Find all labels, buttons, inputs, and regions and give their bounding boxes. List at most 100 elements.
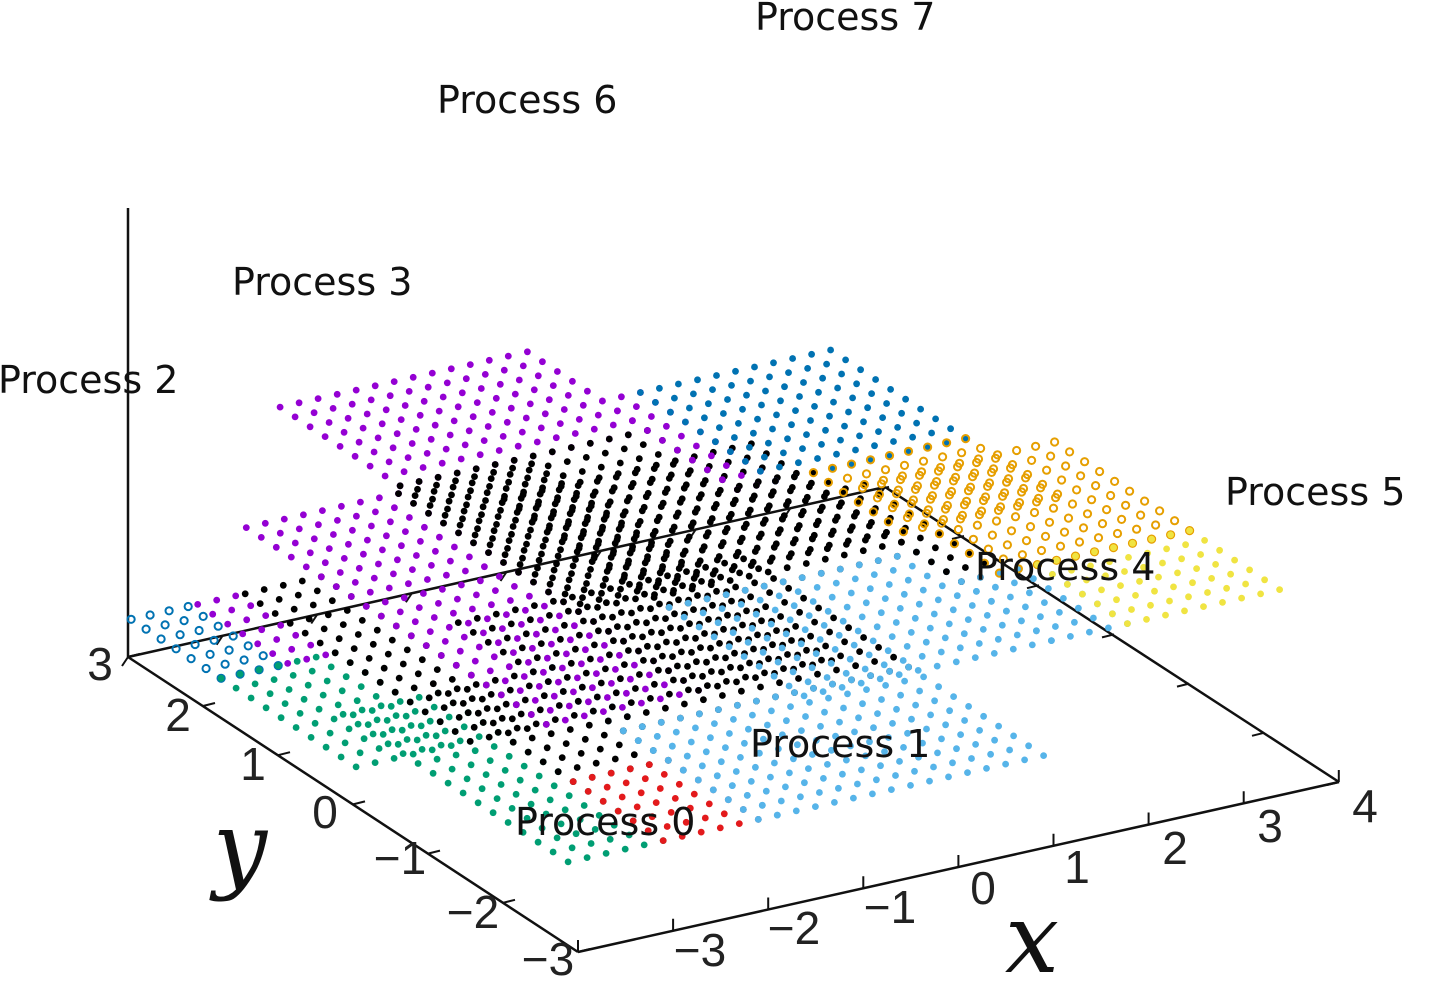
data-point <box>459 515 466 523</box>
data-point <box>407 632 415 640</box>
data-point <box>821 708 828 716</box>
data-point <box>340 428 348 436</box>
data-point <box>724 796 732 804</box>
data-point <box>884 647 892 655</box>
data-point <box>746 443 753 451</box>
data-point <box>435 600 442 607</box>
data-point <box>846 655 854 663</box>
data-point <box>405 388 413 395</box>
process-label: Process 2 <box>0 358 178 402</box>
data-point <box>782 630 790 638</box>
data-point <box>525 466 533 474</box>
data-point <box>770 543 778 551</box>
data-point <box>351 579 359 586</box>
data-point <box>886 452 893 459</box>
data-point <box>720 810 728 818</box>
data-point <box>755 663 763 670</box>
data-point <box>713 772 721 780</box>
data-point <box>881 532 888 540</box>
data-point <box>1041 599 1048 606</box>
data-point <box>623 497 631 505</box>
data-point <box>482 497 489 504</box>
y-tick-mark <box>577 948 591 953</box>
data-point <box>606 835 614 843</box>
data-point <box>385 458 393 466</box>
data-point <box>951 540 958 547</box>
data-point <box>641 775 649 783</box>
data-point <box>712 438 719 446</box>
data-point <box>608 487 616 495</box>
data-point <box>536 706 544 714</box>
data-point <box>437 741 445 749</box>
data-point <box>725 643 733 651</box>
data-point <box>559 688 567 695</box>
data-point <box>450 417 458 425</box>
data-point <box>505 663 513 671</box>
process-label: Process 6 <box>437 78 617 122</box>
data-point <box>766 558 774 565</box>
data-point <box>1201 537 1208 544</box>
data-point <box>675 565 683 572</box>
data-point <box>933 466 944 476</box>
data-point <box>812 650 820 657</box>
data-point <box>757 467 764 475</box>
data-point <box>463 775 471 783</box>
data-point <box>470 723 478 731</box>
data-point <box>734 701 741 709</box>
data-point <box>420 397 428 405</box>
data-point <box>316 639 324 647</box>
data-point <box>634 737 642 744</box>
data-point <box>636 671 643 678</box>
data-point <box>815 388 822 396</box>
data-point <box>957 731 964 738</box>
data-point <box>661 489 669 496</box>
data-point <box>983 481 993 491</box>
data-point <box>956 644 964 652</box>
data-point <box>546 612 553 619</box>
data-point <box>548 664 556 671</box>
data-point <box>444 779 452 787</box>
data-point <box>518 621 525 628</box>
data-point <box>565 702 573 710</box>
data-point <box>194 601 202 608</box>
data-point <box>527 711 535 718</box>
data-point <box>436 718 444 726</box>
data-point <box>1276 586 1283 593</box>
data-point <box>923 572 931 580</box>
data-point <box>729 500 737 508</box>
data-point <box>145 610 155 620</box>
data-point <box>774 529 782 537</box>
data-point <box>690 390 697 398</box>
data-point <box>1182 541 1189 549</box>
data-point <box>430 488 438 495</box>
data-point <box>965 703 972 710</box>
data-point <box>1147 534 1157 544</box>
data-point <box>480 437 488 444</box>
data-point <box>527 526 534 534</box>
data-point <box>928 558 935 566</box>
data-point <box>673 639 680 646</box>
data-point <box>779 515 786 523</box>
data-point <box>656 569 664 577</box>
data-point <box>587 655 594 663</box>
data-point <box>614 592 622 599</box>
data-point <box>1076 471 1086 481</box>
data-point <box>782 783 789 791</box>
data-point <box>510 649 517 656</box>
data-point <box>600 731 608 739</box>
data-point <box>480 629 487 637</box>
data-point <box>832 732 839 740</box>
data-point <box>523 725 531 732</box>
data-point <box>733 615 741 622</box>
data-point <box>409 750 417 758</box>
data-point <box>847 742 854 750</box>
data-point <box>852 446 859 454</box>
data-point <box>830 614 837 622</box>
data-point <box>496 573 503 580</box>
data-point <box>610 637 617 645</box>
data-point <box>1178 555 1185 563</box>
data-point <box>324 611 332 619</box>
data-point <box>845 624 852 632</box>
data-point <box>599 613 606 621</box>
data-point <box>844 690 851 698</box>
